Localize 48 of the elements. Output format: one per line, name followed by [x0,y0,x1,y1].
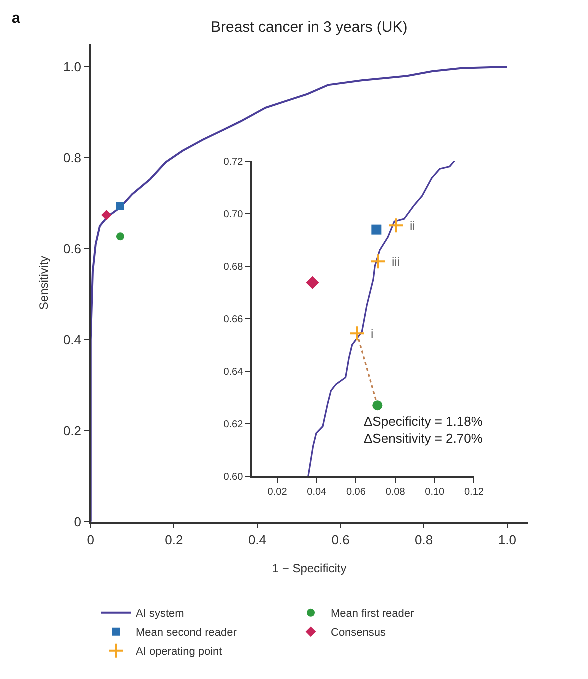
y-tick-label: 0.4 [63,332,82,348]
point [388,218,404,234]
x-tick-label: 0.10 [425,487,446,498]
y-tick-label: 0.60 [224,472,244,483]
x-tick-label: 0.06 [346,487,366,498]
x-tick-label: 0.4 [248,532,267,548]
y-tick-label: 0.70 [224,209,244,220]
text: a [12,10,21,27]
point [102,210,112,220]
legend-label: AI operating point [136,646,222,658]
y-tick-label: 0.62 [224,419,244,430]
y-tick-label: 0 [74,514,82,530]
annotation: i [371,327,374,341]
point [372,400,383,411]
line-series [90,66,508,522]
x-axis-title: 1 − Specificity [272,562,347,576]
x-tick-label: 0.08 [386,487,406,498]
legend-label: AI system [136,608,184,620]
point [370,254,386,270]
x-tick-label: 0.02 [268,487,288,498]
chart-title: Breast cancer in 3 years (UK) [211,19,408,36]
x-tick-label: 0.12 [464,487,484,498]
y-tick-label: 0.6 [63,242,82,257]
point [306,276,320,290]
point [372,224,382,235]
y-axis-title: Sensitivity [37,256,52,310]
point [116,202,124,210]
y-tick-label: 0.64 [224,366,244,378]
x-tick-label: 0.2 [165,532,184,548]
y-tick-label: 0.72 [224,156,244,168]
y-tick-label: 1.0 [63,60,82,75]
x-tick-label: 0.8 [415,532,434,548]
legend-label: Consensus [331,627,387,640]
annotation: ii [410,219,416,233]
point [349,326,366,342]
point [116,232,124,241]
x-tick-label: 1.0 [498,532,516,548]
y-tick-label: 0.66 [224,314,244,326]
legend-label: Mean second reader [136,627,238,640]
x-tick-label: 0 [87,532,94,548]
annotation: iii [392,255,400,269]
y-tick-label: 0.2 [63,423,82,438]
annotation: ΔSpecificity = 1.18% ΔSensitivity = 2.70% [364,414,484,446]
y-tick-label: 0.68 [224,262,244,273]
x-tick-label: 0.04 [307,487,328,498]
legend-label: Mean first reader [331,608,414,620]
x-tick-label: 0.6 [332,532,350,548]
y-tick-label: 0.8 [63,150,82,166]
